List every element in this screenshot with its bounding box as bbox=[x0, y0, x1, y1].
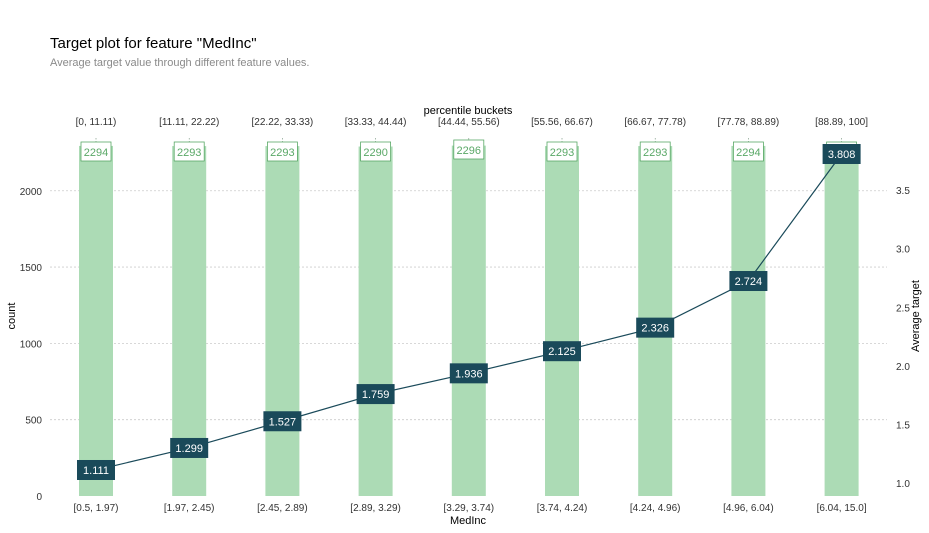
count-label: 2296 bbox=[457, 145, 481, 157]
count-label-box bbox=[80, 141, 112, 162]
x-tick-label: [3.74, 4.24) bbox=[537, 503, 588, 514]
axes: 0 500 1000 1500 2000 1.0 1.5 2.0 2.5 3.0 3.5 [0.5, … bbox=[6, 105, 922, 527]
target-label: 1.111 bbox=[83, 465, 109, 477]
count-label: 2293 bbox=[270, 147, 294, 159]
target-label-box bbox=[822, 144, 861, 164]
count-bar bbox=[824, 145, 859, 496]
count-label-box bbox=[453, 139, 485, 160]
y-tick-right: 1.0 bbox=[896, 479, 910, 490]
count-bar bbox=[265, 146, 300, 496]
x-tick-label: [4.24, 4.96) bbox=[630, 503, 681, 514]
count-label: 2293 bbox=[643, 147, 667, 159]
y-tick-left: 500 bbox=[25, 416, 42, 427]
count-bar bbox=[545, 146, 579, 496]
x-tick-label: [2.89, 3.29) bbox=[350, 503, 401, 514]
y-tick-right: 3.0 bbox=[896, 245, 910, 256]
percentile-tick-label: [88.89, 100] bbox=[815, 117, 868, 128]
x-tick-label: [6.04, 15.0] bbox=[817, 503, 867, 514]
target-label-box bbox=[449, 363, 488, 384]
target-label-box bbox=[263, 411, 302, 432]
y-tick-left: 1500 bbox=[20, 263, 43, 274]
percentile-tick-label: [22.22, 33.33) bbox=[252, 117, 314, 128]
target-label: 2.125 bbox=[548, 346, 576, 358]
count-label-box bbox=[173, 141, 205, 162]
x-tick-label: [3.29, 3.74) bbox=[444, 503, 495, 514]
count-bar bbox=[451, 145, 486, 497]
y-axis-right-title: Average target bbox=[910, 280, 922, 352]
percentile-tick-label: [33.33, 44.44) bbox=[345, 117, 407, 128]
y-tick-right: 3.5 bbox=[896, 186, 910, 197]
x-tick-label: [4.96, 6.04) bbox=[723, 503, 774, 514]
y-tick-left: 2000 bbox=[20, 187, 43, 198]
percentile-tick-label: [55.56, 66.67) bbox=[531, 117, 593, 128]
count-label: 2294 bbox=[736, 147, 760, 159]
count-label: 2294 bbox=[84, 147, 108, 159]
count-label-box bbox=[266, 141, 298, 162]
count-bar bbox=[172, 146, 207, 496]
target-label-box bbox=[636, 317, 675, 338]
count-bar bbox=[358, 146, 393, 496]
top-axis-title: percentile buckets bbox=[424, 105, 513, 117]
target-label-box bbox=[170, 437, 209, 458]
percentile-tick-label: [0, 11.11) bbox=[76, 117, 117, 128]
y-axis-left-title: count bbox=[6, 303, 18, 330]
target-label-box bbox=[543, 341, 581, 362]
percentile-tick-label: [66.67, 77.78) bbox=[624, 117, 686, 128]
count-bar bbox=[79, 145, 113, 496]
target-label: 1.936 bbox=[455, 368, 483, 380]
count-label: 2290 bbox=[363, 147, 387, 159]
count-label-box bbox=[733, 141, 764, 162]
target-label-box bbox=[729, 271, 768, 292]
value-labels: 2294 2293 2293 2290 2296 2293 2293 2294 1.111 1.2… bbox=[77, 139, 861, 480]
count-label-box bbox=[639, 141, 671, 162]
target-label-box bbox=[356, 384, 395, 405]
chart-subtitle: Average target value through different f… bbox=[50, 57, 310, 69]
y-tick-left: 0 bbox=[36, 492, 42, 503]
count-label: 2293 bbox=[550, 147, 574, 159]
target-label: 1.527 bbox=[269, 416, 297, 428]
x-tick-label: [1.97, 2.45) bbox=[164, 503, 215, 514]
y-tick-right: 1.5 bbox=[896, 420, 910, 431]
percentile-tick-label: [11.11, 22.22) bbox=[159, 117, 219, 128]
target-label: 2.326 bbox=[641, 323, 669, 335]
target-label: 1.299 bbox=[175, 443, 203, 455]
count-label-box bbox=[360, 141, 392, 162]
y-tick-left: 1000 bbox=[20, 339, 43, 350]
target-label: 3.808 bbox=[828, 149, 856, 161]
target-label: 2.724 bbox=[735, 276, 763, 288]
x-tick-label: [2.45, 2.89) bbox=[257, 503, 308, 514]
x-tick-label: [0.5, 1.97) bbox=[73, 503, 118, 514]
target-label: 1.759 bbox=[362, 389, 390, 401]
target-label-box bbox=[77, 459, 115, 480]
percentile-tick-label: [44.44, 55.56) bbox=[438, 117, 500, 128]
x-axis-title: MedInc bbox=[450, 515, 487, 527]
y-tick-right: 2.5 bbox=[896, 303, 910, 314]
count-label-box bbox=[546, 141, 578, 162]
chart-title: Target plot for feature "MedInc" bbox=[50, 35, 257, 52]
count-bar bbox=[731, 145, 766, 496]
y-tick-right: 2.0 bbox=[896, 362, 910, 373]
percentile-tick-label: [77.78, 88.89) bbox=[718, 117, 780, 128]
count-label: 2293 bbox=[177, 147, 201, 159]
count-bars bbox=[79, 145, 859, 497]
